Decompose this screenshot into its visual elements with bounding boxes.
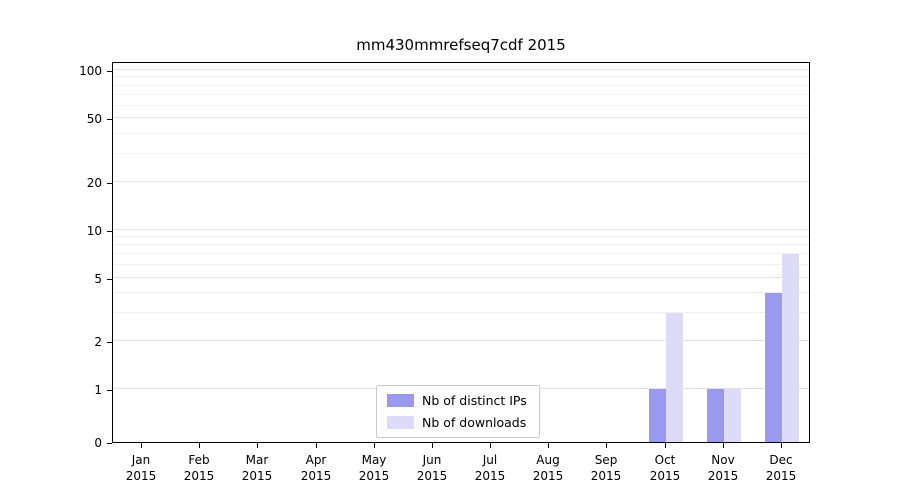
gridline — [113, 236, 809, 237]
bar-distinct-ips — [765, 293, 782, 442]
gridline — [113, 76, 809, 77]
y-tick-mark — [107, 279, 112, 280]
y-tick-label: 10 — [86, 224, 102, 238]
x-tick-label: Oct 2015 — [649, 453, 681, 484]
gridline — [113, 181, 809, 182]
y-tick-label: 2 — [94, 335, 102, 349]
legend-swatch-distinct-ips — [387, 394, 414, 407]
y-tick-mark — [107, 231, 112, 232]
x-tick-label: Feb 2015 — [183, 453, 215, 484]
y-tick-label: 100 — [79, 64, 102, 78]
x-tick-mark — [199, 443, 200, 448]
y-tick-mark — [107, 342, 112, 343]
legend-label-distinct-ips: Nb of distinct IPs — [422, 393, 527, 408]
x-tick-label: Jan 2015 — [125, 453, 157, 484]
gridline — [113, 94, 809, 95]
gridline — [113, 312, 809, 313]
y-tick-mark — [107, 390, 112, 391]
gridline — [113, 244, 809, 245]
y-tick-mark — [107, 119, 112, 120]
legend-item-downloads: Nb of downloads — [387, 415, 527, 430]
y-tick-label: 1 — [94, 383, 102, 397]
bar-distinct-ips — [649, 389, 666, 442]
bar-downloads — [782, 254, 799, 442]
gridline — [113, 69, 809, 70]
bar-downloads — [724, 389, 741, 442]
x-tick-label: Dec 2015 — [765, 453, 797, 484]
x-tick-mark — [665, 443, 666, 448]
legend-label-downloads: Nb of downloads — [422, 415, 527, 430]
x-tick-mark — [606, 443, 607, 448]
x-tick-mark — [490, 443, 491, 448]
gridline — [113, 229, 809, 230]
gridline — [113, 277, 809, 278]
y-tick-mark — [107, 443, 112, 444]
x-tick-mark — [257, 443, 258, 448]
y-tick-label: 5 — [94, 272, 102, 286]
gridline — [113, 253, 809, 254]
y-tick-label: 20 — [86, 176, 102, 190]
gridline — [113, 340, 809, 341]
gridline — [113, 292, 809, 293]
gridline — [113, 133, 809, 134]
legend-item-distinct-ips: Nb of distinct IPs — [387, 393, 527, 408]
x-tick-mark — [432, 443, 433, 448]
gridline — [113, 85, 809, 86]
x-tick-mark — [781, 443, 782, 448]
plot-area: Nb of distinct IPs Nb of downloads — [112, 62, 810, 443]
x-tick-mark — [141, 443, 142, 448]
x-tick-mark — [316, 443, 317, 448]
x-tick-mark — [723, 443, 724, 448]
x-tick-label: Mar 2015 — [241, 453, 273, 484]
y-tick-mark — [107, 183, 112, 184]
x-tick-label: Jun 2015 — [416, 453, 448, 484]
gridline — [113, 153, 809, 154]
x-tick-mark — [374, 443, 375, 448]
x-tick-mark — [548, 443, 549, 448]
gridline — [113, 264, 809, 265]
x-tick-label: Apr 2015 — [300, 453, 332, 484]
y-tick-label: 0 — [94, 436, 102, 450]
x-tick-label: Nov 2015 — [707, 453, 739, 484]
x-tick-label: May 2015 — [358, 453, 390, 484]
legend-swatch-downloads — [387, 416, 414, 429]
x-tick-label: Jul 2015 — [474, 453, 506, 484]
legend: Nb of distinct IPs Nb of downloads — [376, 385, 540, 438]
chart-title: mm430mmrefseq7cdf 2015 — [356, 36, 566, 54]
x-tick-label: Aug 2015 — [532, 453, 564, 484]
y-tick-label: 50 — [86, 112, 102, 126]
gridline — [113, 117, 809, 118]
bar-downloads — [666, 313, 683, 442]
gridline — [113, 105, 809, 106]
x-tick-label: Sep 2015 — [590, 453, 622, 484]
y-tick-mark — [107, 71, 112, 72]
bar-distinct-ips — [707, 389, 724, 442]
